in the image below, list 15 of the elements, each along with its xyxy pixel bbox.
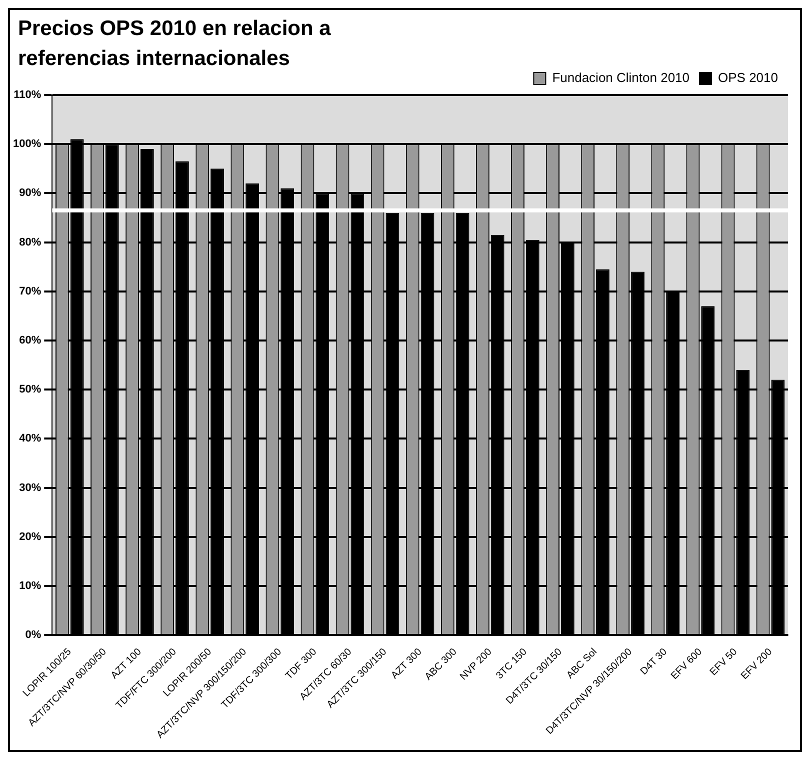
y-tick-label: 40% bbox=[19, 432, 42, 445]
chart-title: Precios OPS 2010 en relacion a referencias internacionales bbox=[18, 16, 332, 72]
y-tick-label: 20% bbox=[19, 530, 42, 543]
y-tick-label: 90% bbox=[19, 187, 42, 200]
y-tick-label: 70% bbox=[19, 285, 42, 298]
y-tick-label: 50% bbox=[19, 384, 42, 396]
y-tick-label: 10% bbox=[19, 580, 42, 592]
legend-label: Fundacion Clinton 2010 bbox=[552, 70, 690, 86]
y-tick-label: 110% bbox=[14, 89, 42, 102]
y-tick-label: 0% bbox=[25, 629, 42, 642]
y-tick-label: 30% bbox=[19, 482, 42, 494]
legend-label: OPS 2010 bbox=[718, 70, 778, 86]
y-tick-label: 60% bbox=[19, 334, 42, 347]
y-tick-label: 100% bbox=[12, 138, 42, 150]
y-tick-label: 80% bbox=[19, 236, 42, 248]
